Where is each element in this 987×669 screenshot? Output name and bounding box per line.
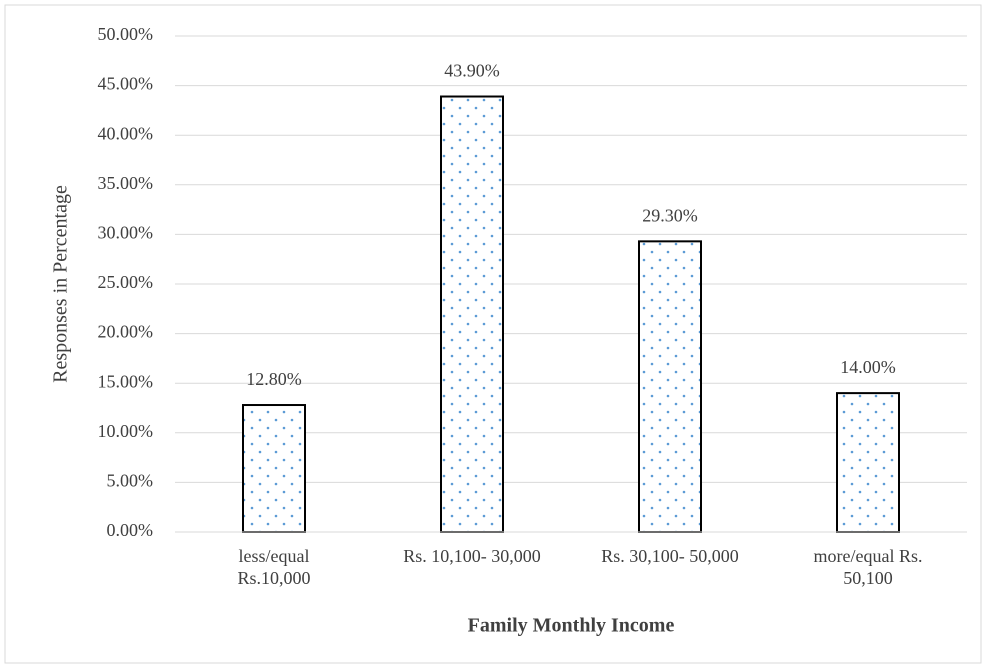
data-label: 14.00% bbox=[840, 357, 896, 377]
x-axis-title: Family Monthly Income bbox=[468, 615, 675, 637]
data-label: 12.80% bbox=[246, 369, 302, 389]
x-tick-label: Rs. 10,100- 30,000 bbox=[403, 546, 541, 566]
bar bbox=[836, 392, 900, 533]
y-tick-label: 20.00% bbox=[98, 322, 154, 342]
bar bbox=[440, 95, 504, 534]
y-tick-label: 45.00% bbox=[98, 74, 154, 94]
y-tick-label: 15.00% bbox=[98, 371, 154, 391]
y-tick-label: 40.00% bbox=[98, 123, 154, 143]
data-label: 43.90% bbox=[444, 61, 500, 81]
y-tick-label: 5.00% bbox=[107, 471, 154, 491]
x-tick-label: less/equal Rs.10,000 bbox=[237, 546, 311, 588]
data-label: 29.30% bbox=[642, 205, 698, 225]
y-tick-label: 10.00% bbox=[98, 421, 154, 441]
x-tick-label: Rs. 30,100- 50,000 bbox=[601, 546, 739, 566]
bar bbox=[638, 240, 702, 533]
bar bbox=[242, 404, 306, 533]
y-tick-label: 0.00% bbox=[107, 520, 154, 540]
y-axis-title: Responses in Percentage bbox=[50, 185, 72, 383]
chart-border bbox=[4, 4, 982, 664]
x-tick-label: more/equal Rs. 50,100 bbox=[813, 546, 923, 588]
y-tick-label: 50.00% bbox=[98, 24, 154, 44]
y-tick-label: 30.00% bbox=[98, 223, 154, 243]
y-tick-label: 25.00% bbox=[98, 272, 154, 292]
y-tick-label: 35.00% bbox=[98, 173, 154, 193]
